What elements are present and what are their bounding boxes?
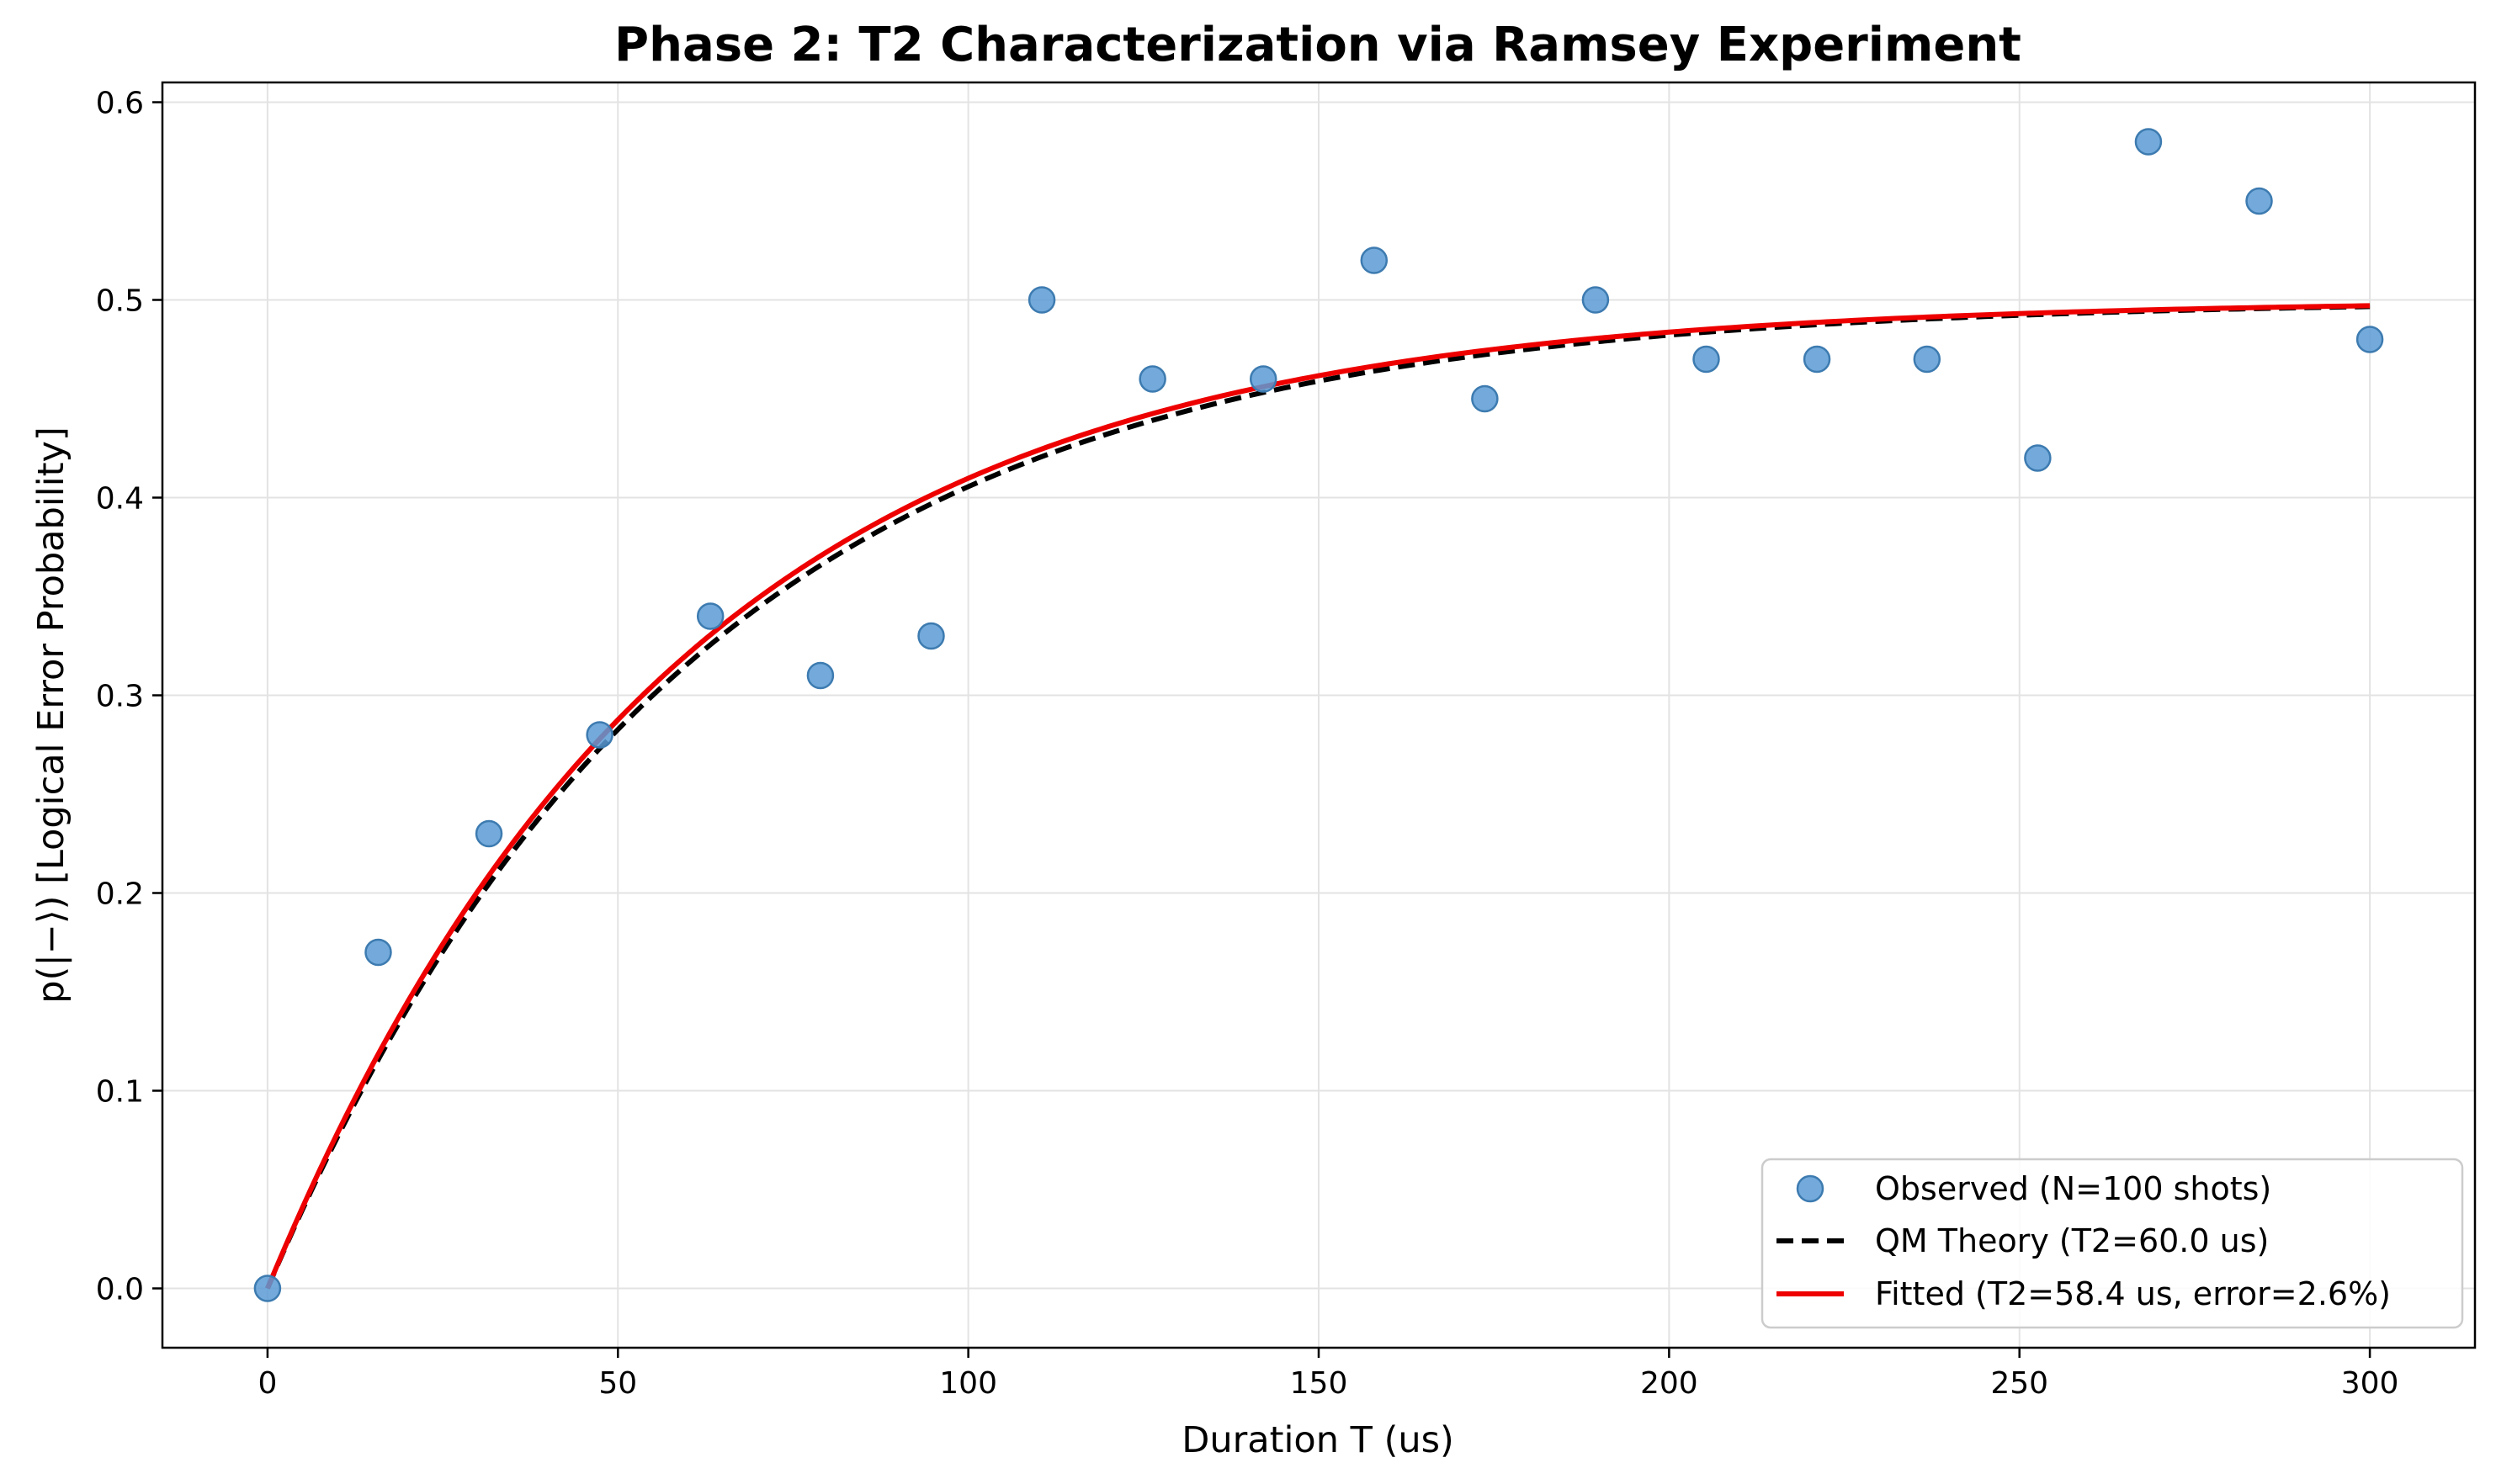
observed-point — [475, 819, 503, 848]
observed-point — [1028, 286, 1056, 314]
legend-label-theory: QM Theory (T2=60.0 us) — [1875, 1222, 2269, 1259]
y-tick-label: 0.0 — [96, 1273, 144, 1307]
y-tick-label: 0.3 — [96, 680, 144, 714]
observed-point — [806, 661, 835, 690]
legend: Observed (N=100 shots) QM Theory (T2=60.… — [1760, 1158, 2464, 1329]
x-axis-label: Duration T (us) — [1182, 1419, 1454, 1461]
observed-point — [2024, 444, 2052, 472]
legend-marker-observed — [1796, 1174, 1824, 1203]
x-tick-label: 150 — [1290, 1366, 1348, 1401]
observed-point — [364, 938, 392, 967]
x-tick-label: 300 — [2341, 1366, 2399, 1401]
y-tick-label: 0.2 — [96, 877, 144, 912]
fitted-curve — [265, 303, 2371, 1290]
theory-curve — [265, 304, 2371, 1290]
observed-point — [1249, 365, 1277, 393]
observed-point — [1139, 365, 1166, 393]
grid — [162, 82, 2475, 1348]
scatter-points — [253, 128, 2384, 1302]
legend-label-observed: Observed (N=100 shots) — [1875, 1170, 2271, 1207]
y-tick-label: 0.5 — [96, 284, 144, 319]
x-tick-label: 50 — [598, 1366, 637, 1401]
observed-point — [586, 721, 613, 749]
x-tick-label: 100 — [939, 1366, 997, 1401]
observed-point — [2134, 128, 2163, 156]
y-tick-label: 0.4 — [96, 482, 144, 517]
observed-point — [1360, 246, 1389, 274]
observed-point — [917, 622, 945, 650]
observed-point — [253, 1275, 282, 1302]
observed-point — [1692, 345, 1720, 374]
chart-title: Phase 2: T2 Characterization via Ramsey … — [614, 18, 2021, 72]
observed-point — [696, 602, 725, 630]
curves — [265, 303, 2371, 1290]
observed-point — [2245, 187, 2273, 215]
y-tick-label: 0.6 — [96, 87, 144, 121]
observed-point — [1581, 286, 1610, 314]
y-axis-label: p(|−⟩) [Logical Error Probability] — [30, 427, 72, 1004]
observed-point — [1803, 345, 1831, 374]
observed-point — [1913, 345, 1941, 374]
legend-frame — [1760, 1158, 2464, 1329]
observed-point — [1471, 384, 1499, 413]
x-tick-label: 200 — [1640, 1366, 1698, 1401]
legend-label-fitted: Fitted (T2=58.4 us, error=2.6%) — [1875, 1275, 2391, 1312]
x-tick-label: 250 — [1990, 1366, 2048, 1401]
observed-point — [2355, 326, 2384, 353]
ticks: 0 50 100 150 200 250 300 0.0 0.1 0.2 0.3 0.4 0.5 0.6 — [96, 87, 2399, 1402]
y-tick-label: 0.1 — [96, 1075, 144, 1110]
x-tick-label: 0 — [258, 1366, 277, 1401]
